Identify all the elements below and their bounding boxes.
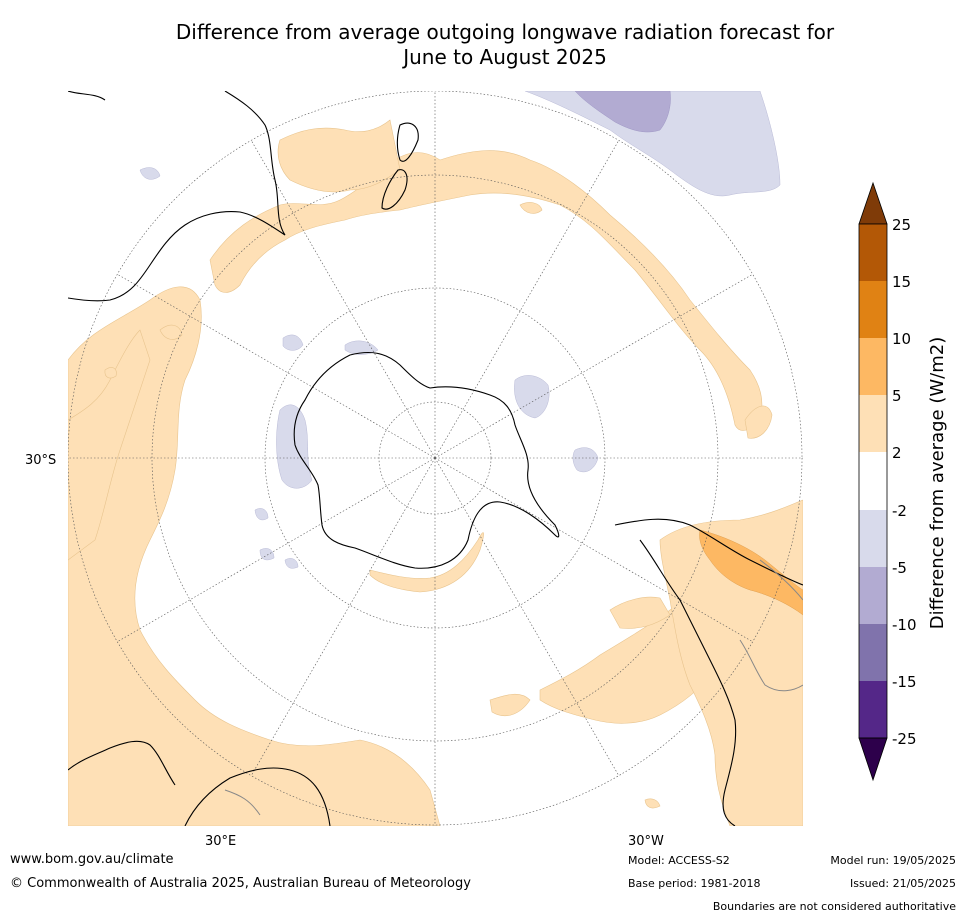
colorbar-segment — [859, 224, 887, 281]
longitude-lines — [68, 91, 803, 826]
website-link[interactable]: www.bom.gov.au/climate — [10, 852, 174, 867]
colorbar-label: Difference from average (W/m2) — [927, 337, 948, 629]
colorbar-tick: 10 — [892, 330, 911, 348]
positive-anomaly-regions — [68, 119, 803, 826]
title-line-2: June to August 2025 — [403, 45, 607, 69]
disclaimer-text: Boundaries are not considered authoritat… — [712, 900, 956, 913]
colorbar-tick: -15 — [892, 673, 917, 691]
negative-anomaly-regions — [139, 91, 781, 569]
colorbar-tick: -10 — [892, 616, 917, 634]
colorbar-segment — [859, 281, 887, 338]
chart-title: Difference from average outgoing longwav… — [90, 20, 920, 70]
issued-text: Issued: 21/05/2025 — [849, 877, 956, 890]
colorbar-segment — [859, 452, 887, 510]
colorbar-segment — [859, 567, 887, 624]
title-line-1: Difference from average outgoing longwav… — [175, 20, 835, 44]
latitude-label: 30°S — [25, 453, 56, 468]
strong-positive-regions — [699, 529, 803, 616]
colorbar-tick: -2 — [892, 502, 907, 520]
colorbar-extend-top — [858, 181, 888, 225]
moderate-negative-region — [574, 91, 671, 133]
copyright-text: © Commonwealth of Australia 2025, Austra… — [10, 876, 471, 891]
longitude-label-30e: 30°E — [205, 834, 236, 849]
colorbar-ticks: 25 15 10 5 2 -2 -5 -10 -15 -25 — [892, 216, 917, 748]
colorbar-segment — [859, 681, 887, 738]
model-run-text: Model run: 19/05/2025 — [830, 854, 956, 867]
colorbar-tick: -5 — [892, 559, 907, 577]
colorbar: 25 15 10 5 2 -2 -5 -10 -15 -25 Differenc… — [858, 181, 948, 782]
colorbar-tick: -25 — [892, 730, 917, 748]
colorbar-segment — [859, 624, 887, 681]
colorbar-tick: 15 — [892, 273, 911, 291]
colorbar-segment — [859, 510, 887, 567]
colorbar-segment — [859, 395, 887, 452]
coastlines — [68, 91, 803, 826]
colorbar-tick: 5 — [892, 387, 902, 405]
model-text: Model: ACCESS-S2 — [628, 854, 730, 867]
borders — [224, 559, 803, 816]
colorbar-tick: 2 — [892, 444, 902, 462]
colorbar-segment — [859, 338, 887, 395]
longitude-label-30w: 30°W — [628, 834, 664, 849]
map-content — [68, 91, 803, 826]
colorbar-tick: 25 — [892, 216, 911, 234]
base-period-text: Base period: 1981-2018 — [628, 877, 761, 890]
colorbar-extend-bottom — [858, 737, 888, 782]
